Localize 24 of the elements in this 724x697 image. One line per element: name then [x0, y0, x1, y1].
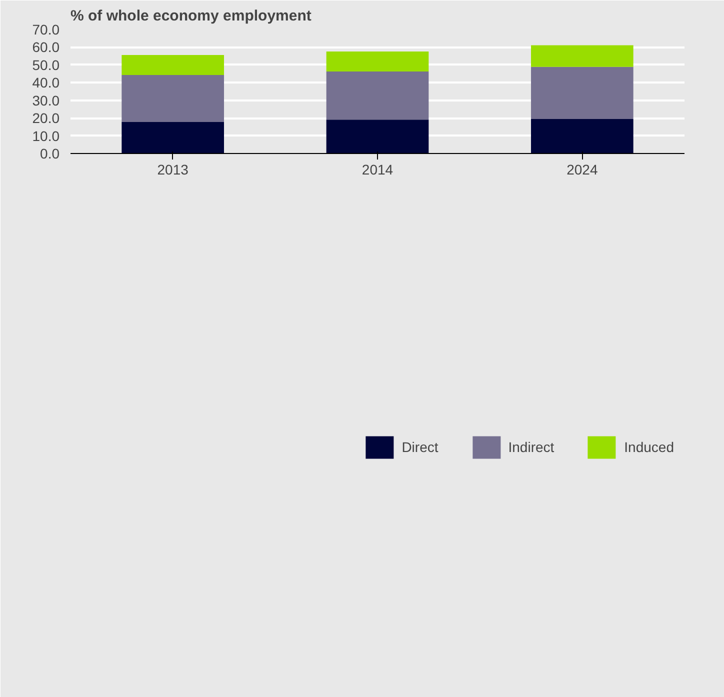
bar [122, 55, 224, 76]
bar [531, 45, 634, 67]
bar [326, 51, 429, 72]
y-tick-label: 0.0 [40, 146, 60, 162]
bar [326, 120, 429, 154]
legend-label: Indirect [508, 439, 554, 455]
bar [122, 75, 224, 122]
bar [531, 66, 634, 119]
bar [531, 118, 634, 154]
legend-label: Direct [402, 439, 438, 455]
legend-label: Induced [624, 439, 674, 455]
x-tick-label: 2014 [362, 162, 394, 178]
y-tick-label: 30.0 [32, 92, 60, 108]
bar [326, 71, 429, 120]
x-tick-label: 2024 [566, 162, 598, 178]
y-tick-label: 40.0 [32, 74, 60, 91]
y-tick-label: 20.0 [32, 110, 60, 126]
y-tick-label: 50.0 [32, 56, 60, 73]
y-tick-label: 70.0 [32, 22, 60, 38]
y-tick-label: 60.0 [32, 39, 60, 56]
x-tick-label: 2013 [157, 162, 189, 178]
y-tick-label: 10.0 [32, 128, 60, 144]
chart-title: % of whole economy employment [70, 8, 312, 24]
bar [122, 122, 224, 154]
